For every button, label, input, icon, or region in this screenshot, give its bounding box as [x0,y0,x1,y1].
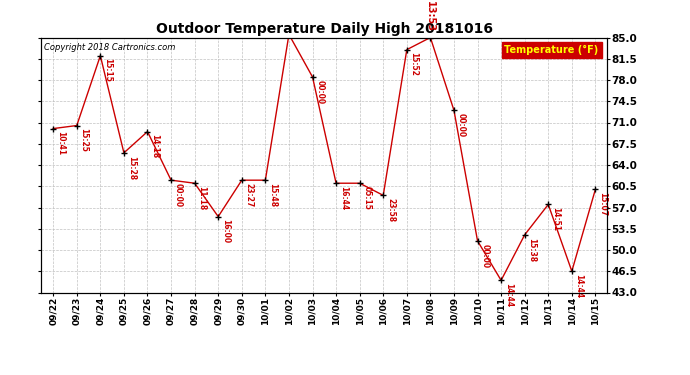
Text: 10:41: 10:41 [56,131,65,156]
Text: 15:07: 15:07 [598,192,607,216]
Text: 15:25: 15:25 [79,128,88,152]
Text: 23:58: 23:58 [386,198,395,222]
Text: 11:18: 11:18 [197,186,206,210]
Text: 00:00: 00:00 [315,80,324,104]
Text: 15:48: 15:48 [268,183,277,207]
Text: 00:00: 00:00 [457,113,466,137]
Text: 23:27: 23:27 [244,183,253,207]
Text: 00:00: 00:00 [480,244,489,268]
Text: 14:51: 14:51 [551,207,560,231]
Text: 16:00: 16:00 [221,219,230,243]
Text: 16:44: 16:44 [339,186,348,210]
Text: Copyright 2018 Cartronics.com: Copyright 2018 Cartronics.com [44,43,175,52]
Text: 16:08: 16:08 [0,374,1,375]
Text: Temperature (°F): Temperature (°F) [504,45,599,55]
Text: 14:18: 14:18 [150,134,159,159]
Title: Outdoor Temperature Daily High 20181016: Outdoor Temperature Daily High 20181016 [156,22,493,36]
Text: 05:15: 05:15 [362,186,371,210]
Text: 14:44: 14:44 [575,274,584,298]
Text: 14:44: 14:44 [504,283,513,307]
Text: 15:28: 15:28 [127,156,136,180]
Text: 15:15: 15:15 [103,58,112,82]
Text: 13:53: 13:53 [426,1,435,32]
Text: 00:00: 00:00 [174,183,183,207]
Text: 15:38: 15:38 [527,238,536,262]
Text: 15:52: 15:52 [410,53,419,76]
